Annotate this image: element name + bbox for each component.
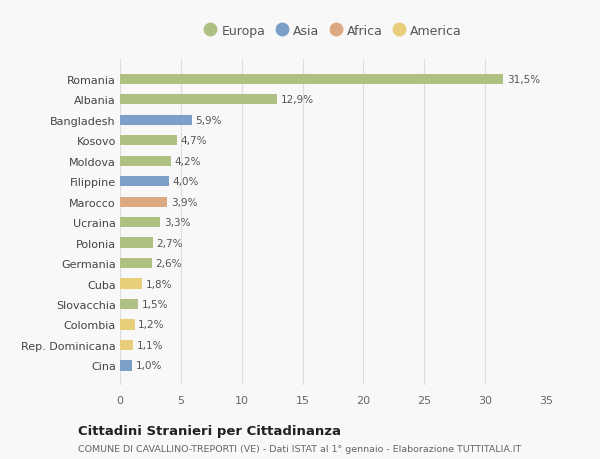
Text: 1,8%: 1,8% (146, 279, 172, 289)
Text: 3,3%: 3,3% (164, 218, 190, 228)
Text: 2,6%: 2,6% (155, 258, 182, 269)
Text: 5,9%: 5,9% (196, 116, 222, 125)
Bar (120, 360, 132, 371)
Bar (120, 136, 177, 146)
Bar (120, 340, 133, 350)
Legend: Europa, Asia, Africa, America: Europa, Asia, Africa, America (199, 20, 467, 43)
Bar (120, 299, 138, 309)
Text: 1,2%: 1,2% (138, 320, 165, 330)
Text: 4,0%: 4,0% (172, 177, 199, 187)
Text: 1,5%: 1,5% (142, 299, 169, 309)
Bar (120, 319, 134, 330)
Text: 1,1%: 1,1% (137, 340, 164, 350)
Bar (120, 115, 192, 126)
Bar (120, 177, 169, 187)
Text: Cittadini Stranieri per Cittadinanza: Cittadini Stranieri per Cittadinanza (78, 424, 341, 437)
Text: 3,9%: 3,9% (171, 197, 197, 207)
Text: 4,2%: 4,2% (175, 157, 201, 166)
Text: 2,7%: 2,7% (157, 238, 183, 248)
Bar (120, 74, 503, 85)
Bar (120, 238, 153, 248)
Bar (120, 95, 277, 105)
Bar (120, 156, 171, 167)
Text: 1,0%: 1,0% (136, 361, 162, 370)
Bar (120, 197, 167, 207)
Text: 12,9%: 12,9% (281, 95, 314, 105)
Bar (120, 218, 160, 228)
Bar (120, 279, 142, 289)
Text: 31,5%: 31,5% (507, 75, 540, 84)
Text: 4,7%: 4,7% (181, 136, 208, 146)
Bar (120, 258, 152, 269)
Text: COMUNE DI CAVALLINO-TREPORTI (VE) - Dati ISTAT al 1° gennaio - Elaborazione TUTT: COMUNE DI CAVALLINO-TREPORTI (VE) - Dati… (78, 444, 521, 453)
